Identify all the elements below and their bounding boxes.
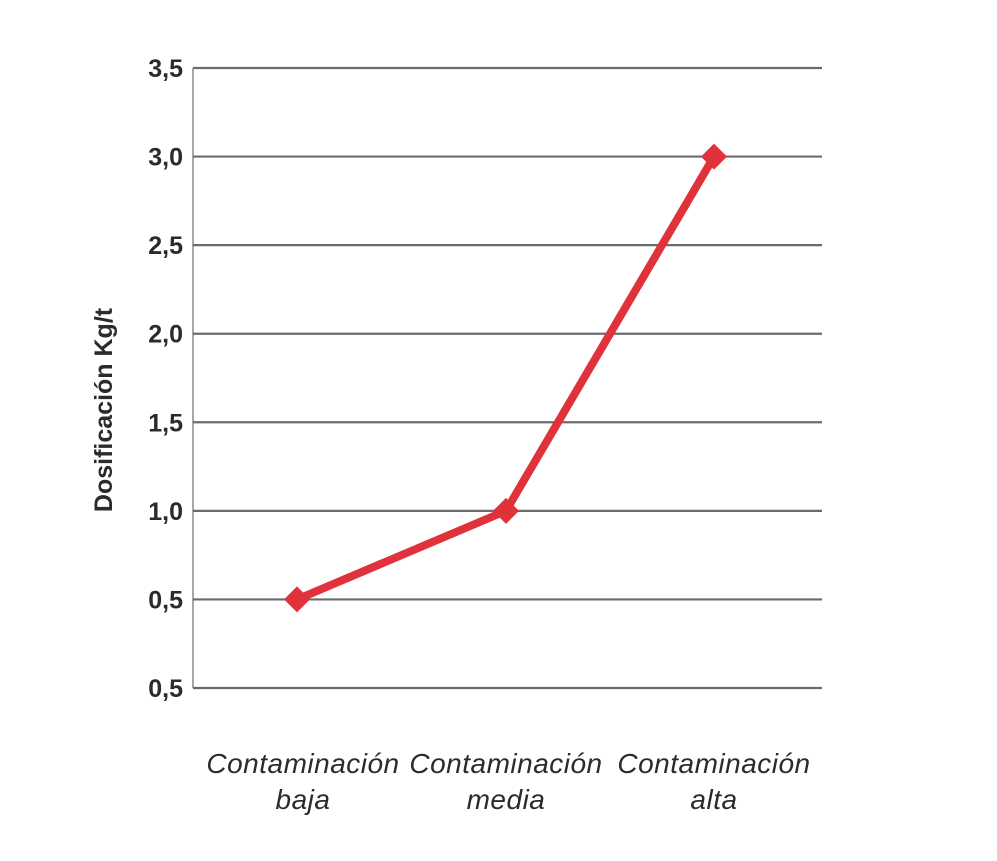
x-category-label: baja — [276, 784, 331, 815]
series-layer — [284, 143, 727, 613]
grid-lines — [192, 66, 822, 690]
y-tick-labels: 0,5 0,5 1,0 1,5 2,0 2,5 3,0 3,5 — [148, 55, 183, 703]
x-category-label: alta — [690, 784, 737, 815]
x-category-label: media — [467, 784, 546, 815]
data-point-marker — [493, 497, 519, 524]
x-category-label: Contaminación — [409, 748, 602, 779]
data-point-marker — [701, 143, 727, 170]
y-tick-label: 0,5 — [148, 586, 183, 614]
data-point-marker — [284, 586, 310, 613]
series-line — [293, 152, 718, 604]
y-axis-title: Dosificación Kg/t — [90, 307, 118, 512]
x-category-labels: Contaminación baja Contaminación media Conta… — [206, 748, 810, 815]
y-tick-label: 2,0 — [148, 321, 183, 349]
y-tick-label: 1,0 — [148, 498, 183, 526]
y-tick-label: 1,5 — [148, 409, 183, 437]
y-tick-label: 3,0 — [148, 144, 183, 172]
y-tick-label: 0,5 — [148, 675, 183, 703]
y-tick-label: 3,5 — [148, 55, 183, 83]
x-category-label: Contaminación — [206, 748, 399, 779]
x-category-label: Contaminación — [617, 748, 810, 779]
y-tick-label: 2,5 — [148, 232, 183, 260]
